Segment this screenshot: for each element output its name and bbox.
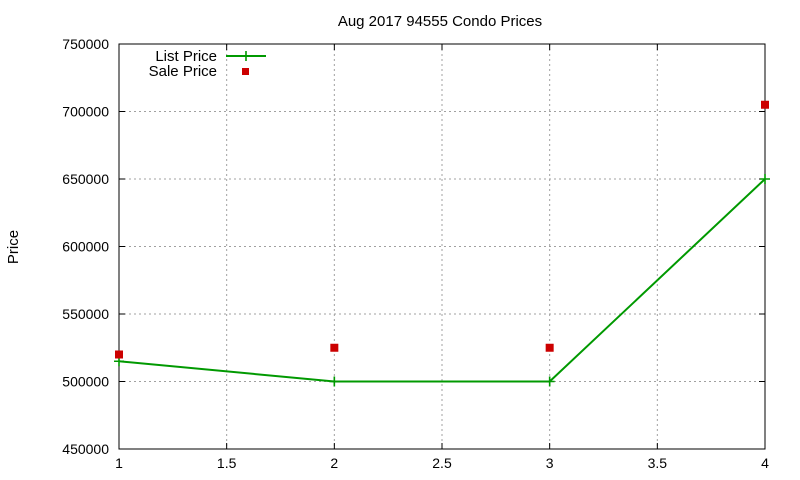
y-tick-label: 600000: [62, 239, 109, 255]
sale-price-point: [330, 343, 339, 352]
y-tick-label: 550000: [62, 306, 109, 322]
x-tick-label: 3: [546, 455, 554, 471]
chart-title: Aug 2017 94555 Condo Prices: [338, 13, 542, 30]
plot-frame: [118, 43, 766, 450]
x-tick-label: 3.5: [648, 455, 668, 471]
tick-labels: 1 1.5 2 2.5 3 3.5 4 450000 500000 550000 600000 650…: [62, 36, 769, 471]
legend-marker-list-price: [241, 51, 251, 61]
sale-price-point: [761, 100, 769, 109]
x-tick-label: 4: [761, 455, 769, 471]
y-axis-label: Price: [5, 230, 22, 264]
y-tick-label: 500000: [62, 374, 109, 390]
y-tick-label: 450000: [62, 441, 109, 457]
legend-marker-sale-price: [242, 68, 249, 75]
series-line-list-price: [118, 178, 766, 383]
legend: List Price Sale Price: [149, 48, 266, 80]
x-tick-label: 2: [330, 455, 338, 471]
y-tick-label: 700000: [62, 104, 109, 120]
y-tick-label: 650000: [62, 171, 109, 187]
x-tick-label: 1: [115, 455, 123, 471]
sale-price-point: [545, 343, 554, 352]
grid-layer: [119, 44, 765, 449]
x-tick-label: 1.5: [217, 455, 237, 471]
legend-label-sale-price: Sale Price: [149, 63, 217, 80]
list-price-point: [329, 376, 340, 387]
list-price-point: [544, 376, 555, 387]
sale-price-point: [115, 350, 123, 359]
x-tick-label: 2.5: [432, 455, 452, 471]
y-tick-label: 750000: [62, 36, 109, 52]
series-layer: [114, 100, 770, 387]
list-price-point: [760, 174, 770, 184]
legend-label-list-price: List Price: [155, 48, 217, 65]
